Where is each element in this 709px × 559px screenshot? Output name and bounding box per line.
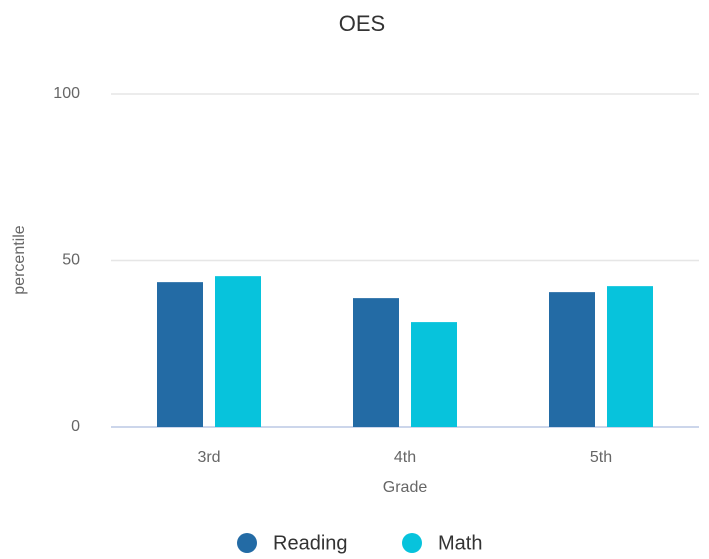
y-tick-label: 100 [53,85,80,102]
legend-label: Math [438,532,482,554]
bar [215,276,261,427]
legend-label: Reading [273,532,348,554]
bar [157,282,203,427]
y-tick-label: 50 [62,252,80,269]
bar [353,298,399,427]
legend-marker [402,533,422,553]
x-tick-label: 4th [394,449,416,466]
chart-title: OES [339,11,385,36]
y-axis-label: percentile [11,225,28,294]
x-tick-label: 3rd [197,449,220,466]
bar [607,286,653,427]
legend-marker [237,533,257,553]
x-tick-label: 5th [590,449,612,466]
bar [411,322,457,427]
x-axis-label: Grade [383,479,428,496]
bar [549,292,595,427]
y-tick-label: 0 [71,418,80,435]
